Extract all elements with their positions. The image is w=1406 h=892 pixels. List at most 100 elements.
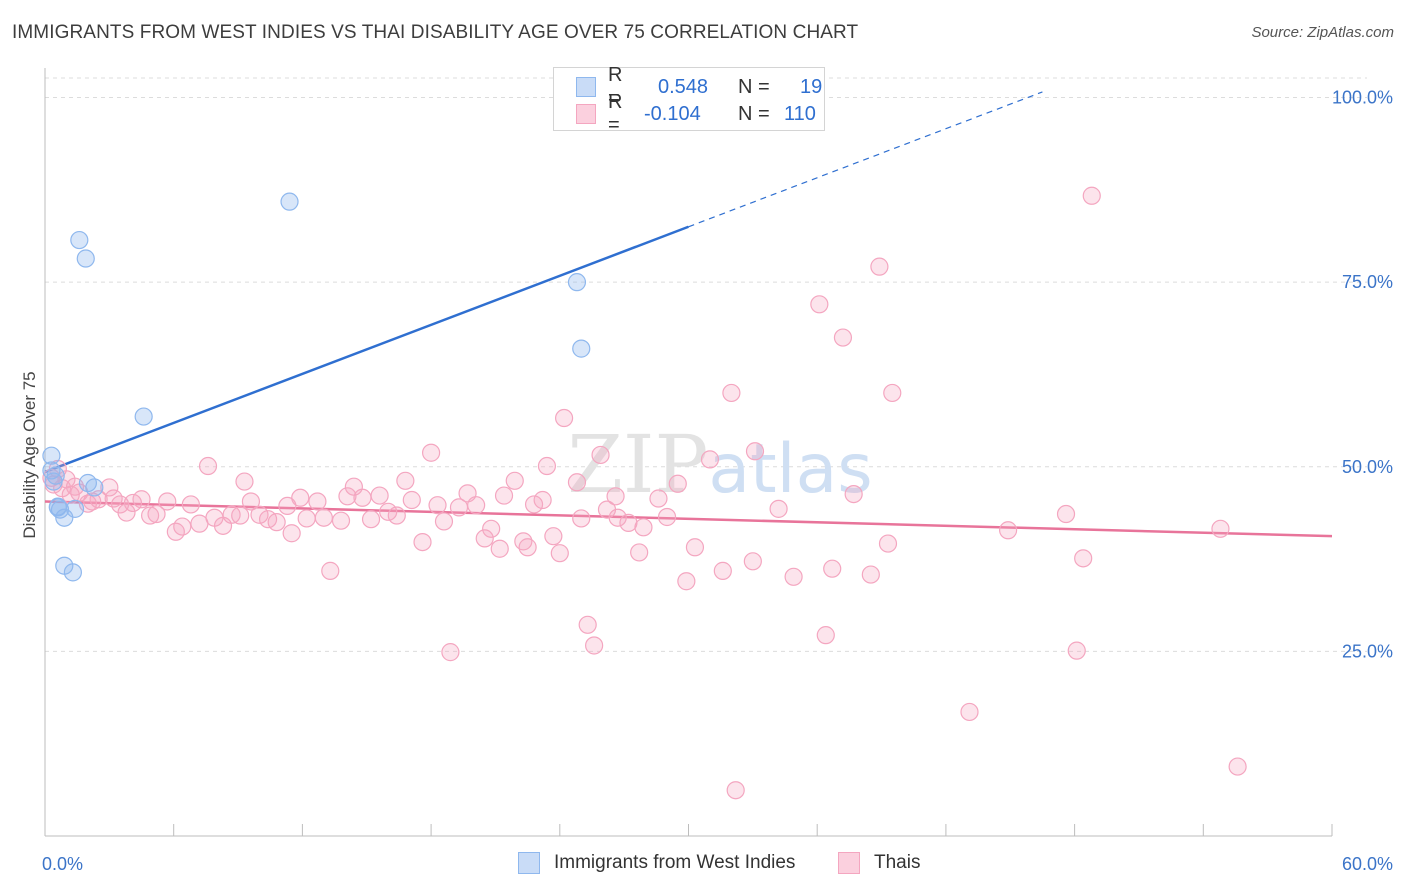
thais-point [722, 383, 741, 403]
thais-point [490, 539, 509, 558]
thais-point [278, 496, 297, 516]
thais-point [1211, 519, 1230, 538]
thais-point [198, 456, 218, 476]
thais-point [267, 513, 286, 532]
thais-point [816, 626, 835, 645]
thais-point [685, 538, 705, 557]
west-indies-point [280, 192, 299, 211]
thais-point [537, 456, 557, 476]
legend-label: Thais [874, 852, 921, 873]
legend-item-thais[interactable]: Thais [838, 852, 920, 874]
west-indies-point [50, 500, 70, 519]
thais-point [353, 488, 372, 507]
thais-point [700, 450, 720, 469]
thais-point [550, 544, 569, 563]
thais-point [89, 490, 108, 509]
y-tick-label: 75.0% [1342, 272, 1393, 292]
thais-point [999, 521, 1018, 540]
west-indies-point [567, 273, 587, 292]
thais-point [441, 643, 460, 662]
west-indies-point [42, 446, 61, 465]
thais-point [649, 489, 668, 508]
thais-point [745, 442, 765, 461]
west-indies-point [85, 478, 104, 497]
thais-point [630, 543, 649, 562]
thais-swatch [576, 104, 596, 124]
thais-point [634, 518, 653, 537]
thais-point [132, 490, 151, 509]
thais-point [585, 636, 604, 655]
west-indies-point [63, 563, 82, 582]
thais-point [619, 513, 638, 532]
thais-point [314, 508, 333, 527]
thais-point [567, 473, 587, 492]
thais-point [428, 496, 447, 515]
legend-label: Immigrants from West Indies [554, 852, 796, 873]
thais-point [1082, 186, 1101, 205]
n-label: N = [738, 102, 770, 125]
thais-point [158, 492, 177, 511]
thais-point [726, 781, 745, 800]
stats-legend-row-west-indies: R = 0.548 N = 19 [576, 64, 822, 109]
thais-point [231, 506, 250, 525]
west-indies-point [76, 249, 95, 268]
thais-point [533, 490, 552, 510]
legend-item-west-indies[interactable]: Immigrants from West Indies [518, 852, 795, 874]
west-indies-point [70, 230, 89, 250]
thais-point [1228, 757, 1247, 776]
thais-point [769, 499, 788, 518]
thais-point [677, 572, 696, 591]
r-value: 0.548 [658, 75, 709, 98]
thais-point [554, 408, 574, 428]
thais-point [282, 524, 301, 543]
thais-point [370, 486, 389, 505]
thais-point [544, 527, 563, 546]
grid-lines [45, 77, 1367, 652]
stats-legend-row-thais: R = -0.104 N = 110 [576, 91, 816, 136]
thais-point [100, 478, 119, 497]
thais-point [823, 559, 842, 578]
stats-legend: R = 0.548 N = 19 R = -0.104 N = 110 [553, 64, 825, 136]
y-tick-label: 100.0% [1332, 88, 1393, 108]
thais-point [173, 517, 192, 536]
thais-point [572, 509, 591, 528]
thais-point [181, 495, 200, 514]
watermark-zip: ZIP [567, 418, 708, 511]
thais-point [297, 509, 316, 528]
data-points [42, 186, 1247, 800]
thais-point [396, 471, 415, 490]
west-indies-swatch [576, 77, 596, 97]
thais-point [475, 529, 494, 548]
thais-point [844, 484, 863, 504]
west-indies-point [134, 407, 153, 426]
thais-point [608, 508, 627, 527]
thais-point [668, 474, 687, 493]
thais-point [606, 487, 625, 506]
thais-point [467, 496, 486, 515]
r-label: R = [608, 91, 623, 136]
west-indies-point [65, 499, 85, 518]
y-axis-label: Disability Age Over 75 [20, 371, 39, 538]
thais-point [833, 328, 853, 347]
thais-point [308, 492, 327, 511]
thais-point [147, 504, 166, 524]
thais-point [250, 505, 269, 524]
chart-title: IMMIGRANTS FROM WEST INDIES VS THAI DISA… [12, 22, 859, 43]
thais-point [387, 506, 406, 525]
thais-point [524, 495, 544, 514]
thais-point [1067, 641, 1086, 660]
chart-source: Source: ZipAtlas.com [1251, 24, 1394, 41]
y-tick-label: 25.0% [1342, 641, 1393, 661]
thais-legend-swatch [838, 852, 860, 874]
thais-point [291, 488, 310, 507]
r-label: R = [608, 64, 623, 109]
y-tick-label: 50.0% [1342, 457, 1393, 477]
west-indies-point [572, 339, 591, 358]
thais-point [361, 510, 381, 529]
thais-point [657, 507, 677, 527]
trend-line-extension-0 [688, 91, 1043, 228]
thais-point [861, 565, 880, 584]
west-indies-point [46, 466, 65, 485]
thais-point [321, 561, 340, 580]
thais-point [117, 503, 136, 522]
